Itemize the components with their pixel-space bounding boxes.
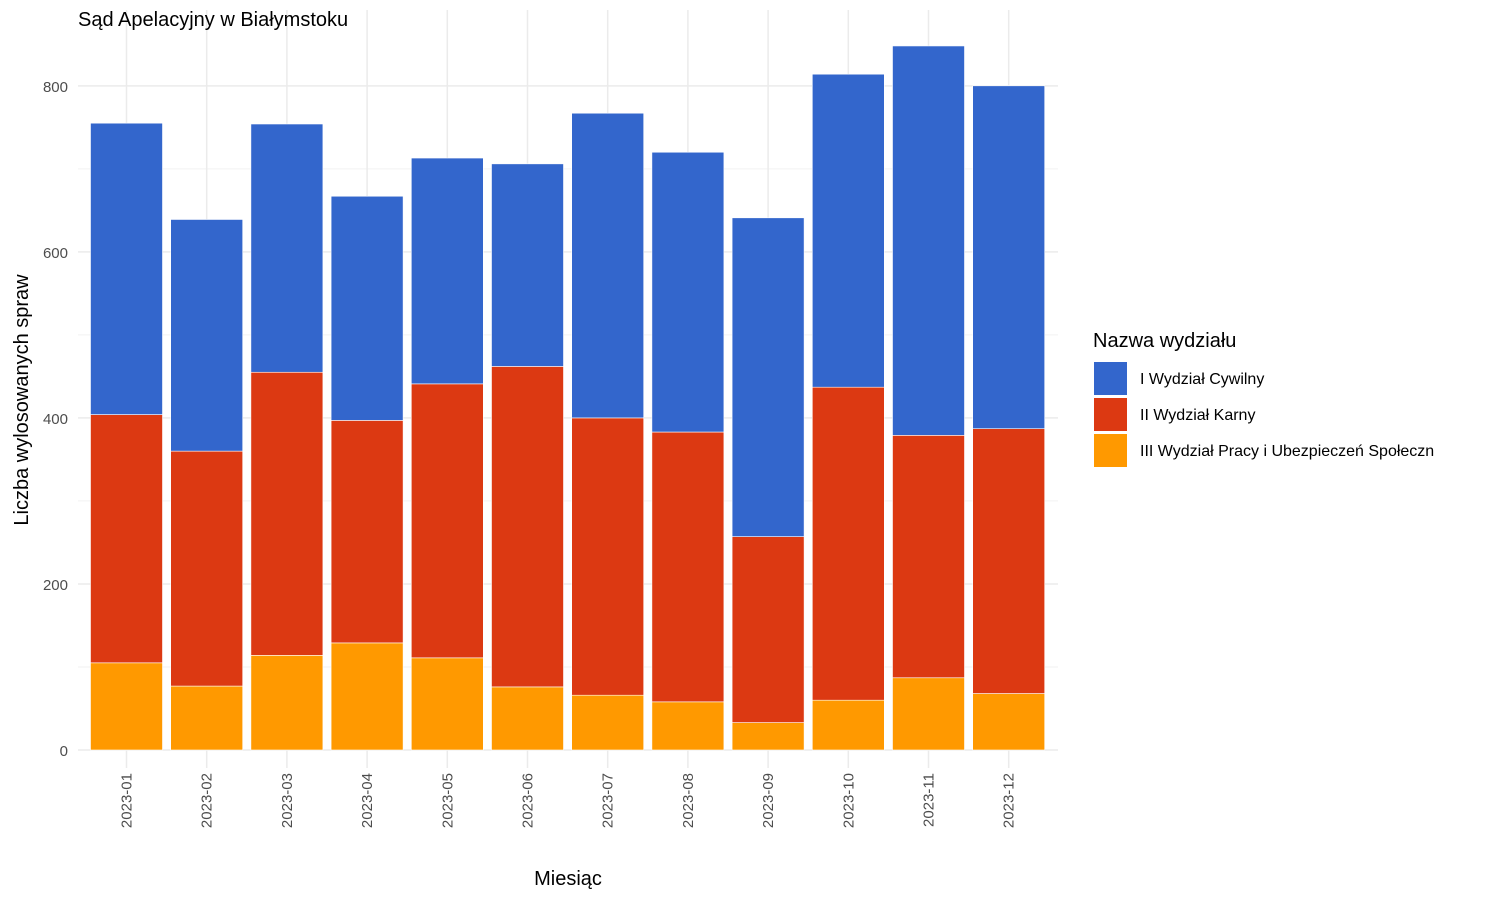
legend-swatch xyxy=(1094,398,1127,431)
legend-label: II Wydział Karny xyxy=(1140,407,1255,424)
y-tick-label: 400 xyxy=(43,411,68,428)
bar-segment xyxy=(90,662,163,751)
legend-label: III Wydział Pracy i Ubezpieczeń Społeczn xyxy=(1140,443,1434,460)
bar-segment xyxy=(731,217,805,537)
x-tick-label: 2023-12 xyxy=(1001,773,1018,828)
x-tick-label: 2023-01 xyxy=(119,773,136,828)
x-tick-label: 2023-02 xyxy=(199,773,216,828)
bar-segment xyxy=(90,122,163,415)
bar-segment xyxy=(731,536,805,723)
bar-segment xyxy=(170,219,243,452)
bar-segment xyxy=(571,112,645,419)
x-axis-label: Miesiąc xyxy=(534,868,602,890)
bar-segment xyxy=(651,701,725,751)
legend-swatch xyxy=(1094,362,1127,395)
legend-label: I Wydział Cywilny xyxy=(1140,371,1264,388)
bar-segment xyxy=(811,386,885,701)
bar-segment xyxy=(972,85,1046,430)
bar-segment xyxy=(892,677,965,751)
bar-segment xyxy=(972,693,1046,751)
bar-segment xyxy=(491,686,564,751)
bar-segment xyxy=(330,420,404,644)
x-tick-label: 2023-05 xyxy=(439,773,456,828)
bar-segment xyxy=(410,157,484,385)
y-tick-label: 600 xyxy=(43,245,68,262)
bar-segment xyxy=(892,45,965,436)
x-tick-label: 2023-03 xyxy=(279,773,296,828)
y-tick-label: 800 xyxy=(43,79,68,96)
bar-segment xyxy=(330,195,404,421)
bar-segment xyxy=(731,722,805,751)
y-axis-label: Liczba wylosowanych spraw xyxy=(11,274,33,526)
bar-segment xyxy=(491,366,564,688)
x-tick-label: 2023-11 xyxy=(921,773,938,827)
bar-segment xyxy=(811,73,885,388)
y-tick-label: 200 xyxy=(43,577,68,594)
axis-layer: 0 200 400 600 800 2023-01 2023-02 2023-03 2023-0… xyxy=(43,79,1018,828)
x-tick-label: 2023-10 xyxy=(840,773,857,828)
bar-segment xyxy=(170,450,243,687)
x-tick-label: 2023-04 xyxy=(359,773,376,828)
legend-items: I Wydział Cywilny II Wydział Karny III Wyd… xyxy=(1094,362,1434,467)
bar-segment xyxy=(250,371,324,656)
legend-swatch xyxy=(1094,434,1127,467)
y-tick-label: 0 xyxy=(60,743,68,760)
bar-segment xyxy=(892,435,965,679)
bar-segment xyxy=(410,383,484,659)
bar-segment xyxy=(491,163,564,367)
bar-segment xyxy=(170,685,243,751)
bars-layer xyxy=(90,45,1046,751)
x-tick-label: 2023-08 xyxy=(680,773,697,828)
bar-segment xyxy=(571,417,645,696)
x-tick-label: 2023-06 xyxy=(520,773,537,828)
bar-segment xyxy=(250,123,324,373)
x-tick-label: 2023-09 xyxy=(760,773,777,828)
bar-segment xyxy=(972,428,1046,694)
bar-segment xyxy=(410,657,484,751)
legend: Nazwa wydziału I Wydział Cywilny II Wydzi… xyxy=(1093,330,1434,467)
legend-title: Nazwa wydziału xyxy=(1093,330,1236,352)
bar-segment xyxy=(651,151,725,433)
bar-segment xyxy=(90,414,163,664)
bar-segment xyxy=(811,699,885,751)
bar-segment xyxy=(571,694,645,751)
bar-segment xyxy=(250,655,324,751)
chart-title: Sąd Apelacyjny w Białymstoku xyxy=(78,9,348,31)
bar-segment xyxy=(651,431,725,703)
x-tick-label: 2023-07 xyxy=(600,773,617,828)
bar-segment xyxy=(330,642,404,751)
